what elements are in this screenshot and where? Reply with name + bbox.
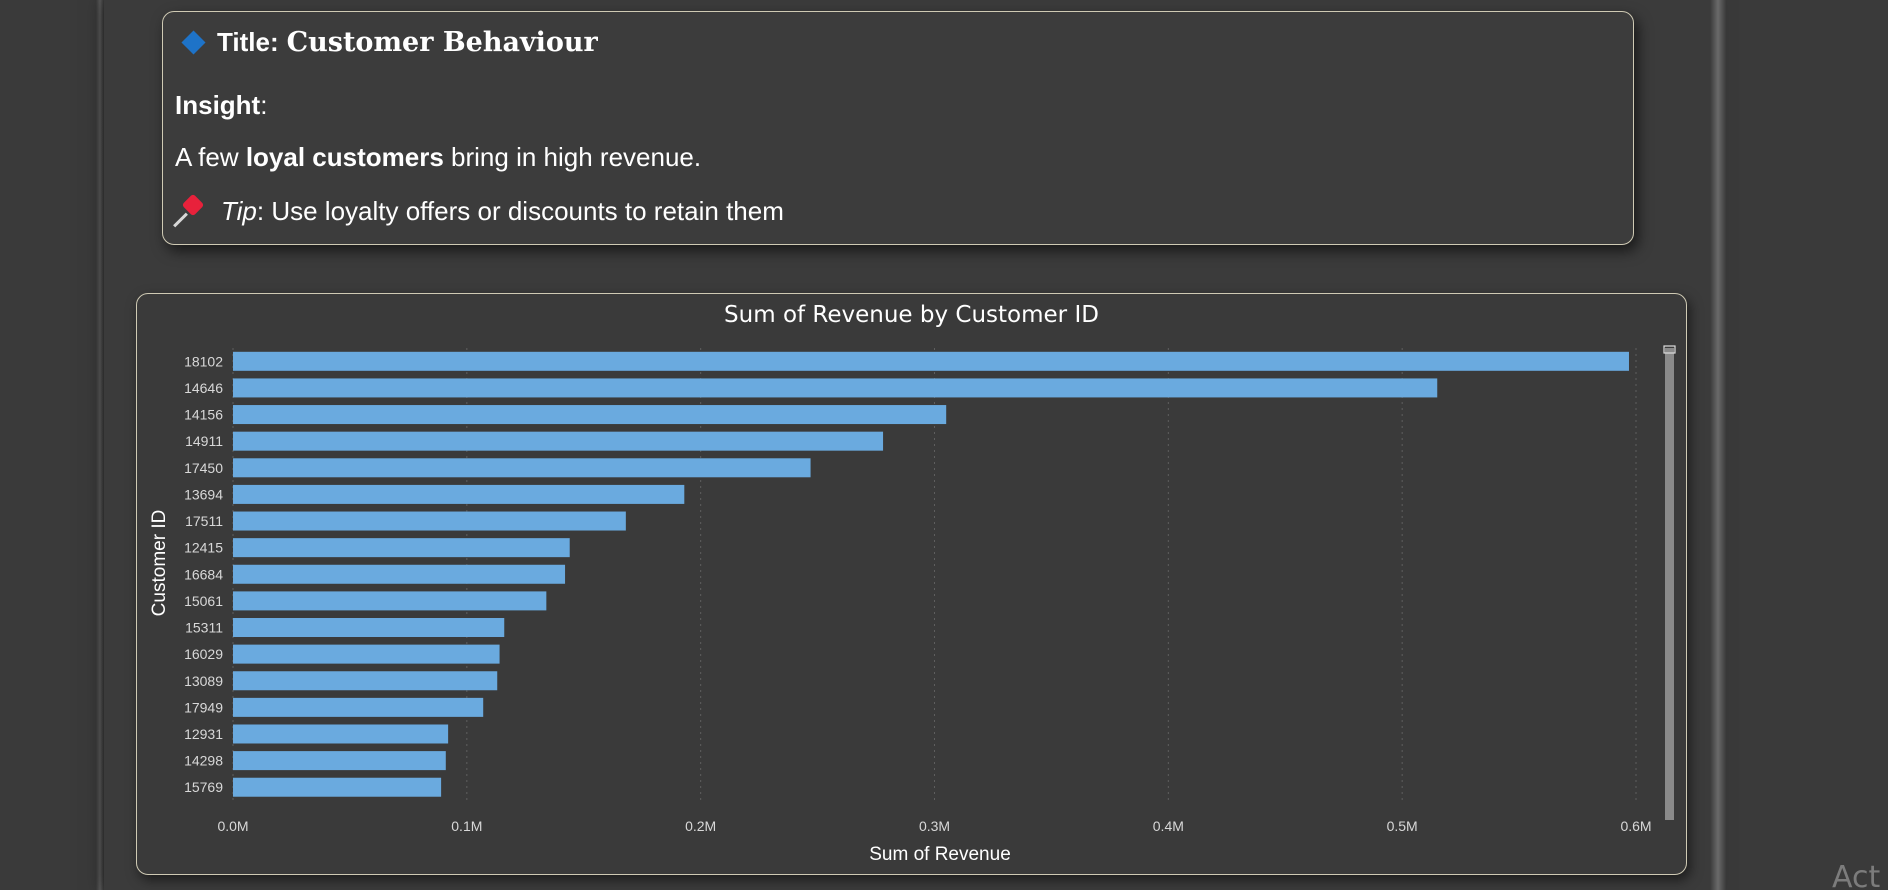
- x-axis-title: Sum of Revenue: [869, 844, 1011, 865]
- tip-label: Tip: [221, 196, 257, 226]
- chart-category-labels: 18102 14646 14156 14911 17450 13694 17511 12415…: [184, 353, 223, 795]
- bar-13089[interactable]: [233, 671, 498, 691]
- blue-diamond-icon: [181, 29, 206, 55]
- tip-row: Tip: Use loyalty offers or discounts to …: [173, 193, 784, 227]
- insight-text: A few loyal customers bring in high reve…: [175, 142, 701, 173]
- x-tick-label: 0.0M: [217, 818, 248, 834]
- bar-16029[interactable]: [233, 644, 500, 664]
- category-label: 12931: [184, 726, 223, 742]
- insight-text-bold: loyal customers: [245, 142, 444, 172]
- revenue-bar-chart[interactable]: 18102 14646 14156 14911 17450 13694 17511 12415…: [137, 294, 1686, 874]
- right-page-edge: [1710, 0, 1726, 890]
- chart-scrollbar-cap[interactable]: [1663, 345, 1676, 354]
- pushpin-icon: [173, 193, 205, 227]
- bar-16684[interactable]: [233, 564, 566, 584]
- category-label: 12415: [184, 540, 223, 556]
- category-label: 17511: [185, 513, 223, 529]
- bar-14298[interactable]: [233, 751, 446, 771]
- bar-12415[interactable]: [233, 538, 570, 558]
- bar-12931[interactable]: [233, 724, 449, 744]
- bar-14156[interactable]: [233, 405, 947, 425]
- category-label: 13089: [184, 673, 223, 689]
- chart-bars: [233, 351, 1629, 797]
- category-label: 17450: [184, 460, 223, 476]
- x-tick-label: 0.6M: [1620, 818, 1651, 834]
- category-label: 18102: [184, 353, 223, 369]
- category-label: 16684: [184, 566, 223, 582]
- bar-15769[interactable]: [233, 777, 442, 797]
- bar-17511[interactable]: [233, 511, 626, 531]
- insight-text-post: bring in high revenue.: [443, 142, 702, 172]
- category-label: 15311: [185, 620, 223, 636]
- left-page-edge: [96, 0, 104, 890]
- category-label: 14911: [185, 433, 223, 449]
- bar-15061[interactable]: [233, 591, 547, 611]
- category-label: 13694: [184, 486, 223, 502]
- category-label: 14298: [184, 753, 223, 769]
- insight-text-pre: A few: [175, 142, 246, 172]
- y-axis-title: Customer ID: [149, 510, 170, 617]
- x-tick-label: 0.5M: [1387, 818, 1418, 834]
- bar-14911[interactable]: [233, 431, 884, 451]
- title-prefix: Title:: [217, 26, 279, 57]
- bar-18102[interactable]: [233, 351, 1629, 371]
- bar-17450[interactable]: [233, 458, 811, 478]
- title-name: Customer Behaviour: [286, 26, 598, 58]
- category-label: 14156: [184, 407, 223, 423]
- category-label: 14646: [184, 380, 223, 396]
- insight-label: Insight: [175, 90, 261, 120]
- category-label: 15769: [184, 779, 223, 795]
- category-label: 16029: [184, 646, 223, 662]
- bar-13694[interactable]: [233, 484, 685, 504]
- insight-title-row: Title: Customer Behaviour: [179, 24, 598, 60]
- bar-17949[interactable]: [233, 697, 484, 717]
- insight-label-row: Insight:: [175, 90, 267, 121]
- revenue-chart-card[interactable]: Sum of Revenue by Customer ID 18102 14646…: [136, 293, 1687, 875]
- bar-15311[interactable]: [233, 618, 505, 638]
- x-tick-label: 0.4M: [1153, 818, 1184, 834]
- chart-scrollbar-thumb[interactable]: [1665, 348, 1674, 820]
- category-label: 17949: [184, 699, 223, 715]
- insight-colon: :: [260, 90, 268, 120]
- insight-card: Title: Customer Behaviour Insight: A few…: [162, 11, 1634, 245]
- chart-x-tick-labels: 0.0M 0.1M 0.2M 0.3M 0.4M 0.5M 0.6M: [217, 818, 1651, 834]
- category-label: 15061: [184, 593, 223, 609]
- x-tick-label: 0.3M: [919, 818, 950, 834]
- x-tick-label: 0.1M: [451, 818, 482, 834]
- x-tick-label: 0.2M: [685, 818, 716, 834]
- activate-windows-watermark: Act: [1832, 860, 1881, 890]
- tip-text: : Use loyalty offers or discounts to ret…: [256, 196, 784, 226]
- chart-title: Sum of Revenue by Customer ID: [724, 302, 1099, 328]
- bar-14646[interactable]: [233, 378, 1438, 398]
